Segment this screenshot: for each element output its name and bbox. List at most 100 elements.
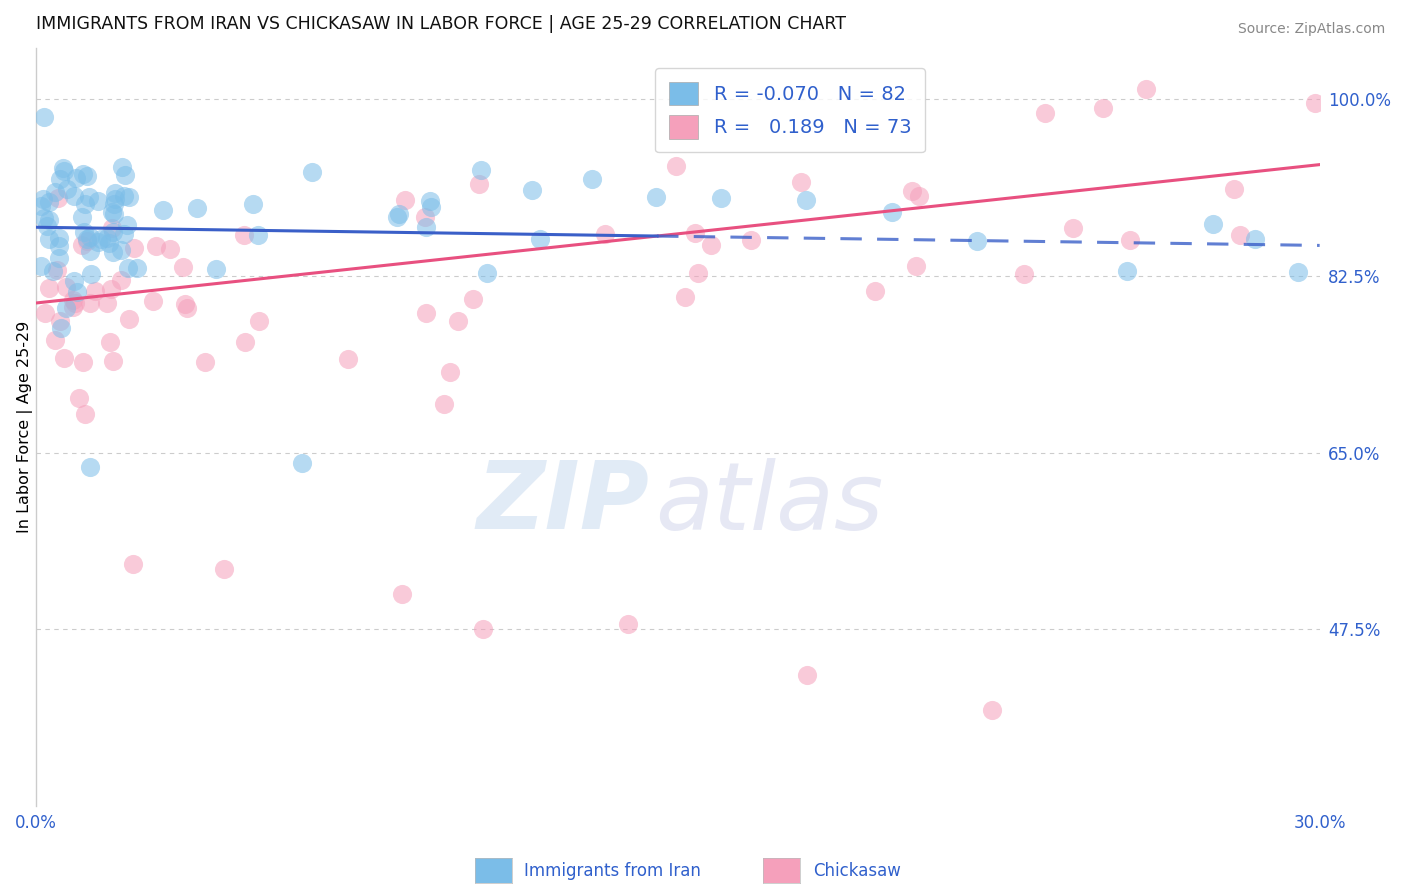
Point (475, 266, 498, 280)
Point (42, 264, 65, 278)
Point (112, 227, 135, 241)
Point (98, 334, 121, 349)
Point (796, 667, 818, 681)
Point (66, 285, 89, 300)
Point (73, 226, 96, 240)
Point (87, 194, 110, 208)
Point (1223, 181, 1246, 195)
Point (104, 186, 127, 200)
Point (1244, 232, 1267, 246)
Point (388, 207, 411, 221)
Point (145, 239, 167, 253)
Point (51, 321, 73, 335)
Point (247, 314, 270, 328)
Point (1092, 101, 1115, 115)
Point (439, 365, 461, 379)
Point (1033, 106, 1056, 120)
Point (100, 281, 122, 295)
Point (77, 190, 100, 204)
Point (233, 335, 256, 350)
Point (53, 351, 76, 365)
Point (101, 354, 124, 368)
Point (101, 225, 124, 239)
Point (172, 260, 194, 274)
Point (65, 296, 87, 310)
Point (205, 262, 228, 277)
Point (710, 191, 733, 205)
Text: Chickasaw: Chickasaw (813, 862, 900, 880)
Point (38, 281, 60, 295)
Point (70, 210, 93, 224)
Point (63, 274, 86, 288)
Point (1119, 233, 1142, 247)
Point (790, 175, 813, 189)
Point (1116, 264, 1139, 278)
Point (79, 459, 101, 474)
Point (96, 231, 118, 245)
Point (194, 355, 217, 369)
Point (103, 196, 125, 211)
Point (1202, 217, 1225, 231)
Text: Source: ZipAtlas.com: Source: ZipAtlas.com (1237, 22, 1385, 37)
Point (72, 167, 94, 181)
Point (48, 251, 70, 265)
Point (72, 354, 94, 368)
Point (55, 301, 77, 315)
Point (48, 231, 70, 245)
Point (683, 226, 706, 240)
Point (212, 562, 235, 576)
Point (1305, 96, 1327, 111)
Point (413, 211, 436, 225)
Point (391, 587, 413, 601)
Point (118, 190, 141, 204)
Point (44, 333, 66, 347)
Point (242, 197, 264, 211)
Point (79, 296, 101, 310)
Point (520, 183, 543, 197)
Point (52, 161, 75, 175)
Point (49, 171, 72, 186)
Point (121, 557, 143, 571)
Point (72, 238, 94, 252)
Point (1135, 82, 1157, 96)
Point (740, 233, 762, 247)
Point (420, 200, 443, 214)
Point (645, 190, 668, 204)
Point (433, 396, 456, 410)
Point (76, 234, 98, 248)
Point (673, 290, 696, 304)
Point (966, 234, 988, 248)
Point (415, 306, 437, 320)
Point (90, 232, 112, 246)
Point (38, 213, 60, 227)
Point (686, 266, 709, 280)
Point (472, 622, 495, 636)
Point (186, 201, 208, 215)
Point (337, 352, 360, 367)
Point (981, 703, 1004, 717)
Point (467, 177, 489, 191)
Point (96, 295, 118, 310)
Point (80, 267, 103, 281)
Point (101, 204, 124, 219)
Point (1286, 265, 1309, 279)
Point (905, 259, 928, 273)
Point (79, 244, 101, 259)
Point (75, 408, 97, 422)
Point (529, 232, 551, 246)
Point (152, 202, 174, 217)
Point (79, 229, 101, 244)
Point (291, 456, 314, 470)
Point (1229, 228, 1251, 243)
Point (34, 306, 56, 320)
Point (111, 161, 134, 175)
Point (103, 244, 125, 259)
Point (84, 285, 107, 299)
Point (115, 218, 138, 232)
Point (49, 313, 72, 327)
Point (470, 163, 492, 178)
Point (114, 168, 136, 182)
Point (38, 232, 60, 246)
Point (44, 185, 66, 199)
Point (122, 241, 145, 255)
